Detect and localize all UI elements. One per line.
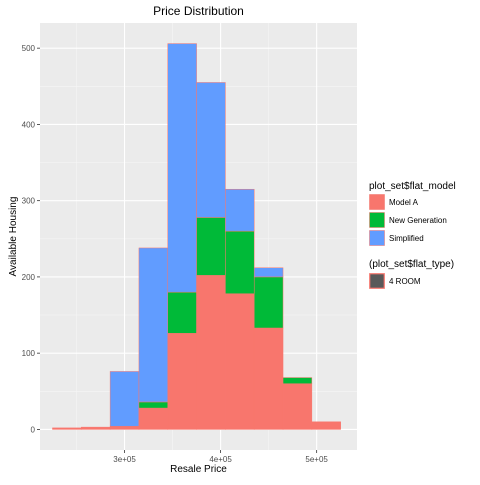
bar-segment-model-a (225, 293, 255, 430)
bar-segment-simplified (138, 247, 169, 403)
bar-segment-model-a (167, 333, 197, 430)
x-tick-label: 3e+05 (113, 455, 136, 464)
y-axis-title: Available Housing (8, 197, 19, 277)
y-tick-label: 400 (22, 120, 36, 129)
legend-fill-title: plot_set$flat_model (369, 181, 456, 192)
bar-segment-new-generation (138, 401, 169, 409)
bar-segment-model-a (81, 426, 111, 430)
x-tick-label: 4e+05 (209, 455, 232, 464)
y-tick-label: 0 (31, 425, 36, 434)
legend-label: Model A (389, 198, 419, 207)
legend-label: Simplified (389, 234, 424, 243)
y-tick-label: 200 (22, 273, 36, 282)
bar-segment-simplified (109, 371, 140, 427)
x-axis-title: Resale Price (170, 464, 227, 475)
bar-segment-model-a (52, 427, 82, 430)
bar-segment-new-generation (282, 377, 313, 384)
legend-label: 4 ROOM (389, 277, 421, 286)
legend-swatch (369, 194, 385, 210)
legend-label: New Generation (389, 216, 447, 225)
bar-segment-model-a (196, 275, 226, 430)
bar-segment-new-generation (225, 230, 255, 294)
x-tick-label: 5e+05 (305, 455, 328, 464)
legend-colour-title: (plot_set$flat_type) (369, 259, 454, 270)
bar-segment-simplified (225, 188, 255, 232)
y-tick-label: 300 (22, 197, 36, 206)
bar-segment-model-a (282, 383, 313, 430)
bar-segment-new-generation (253, 276, 284, 329)
bar-segment-simplified (253, 267, 284, 278)
chart-title: Price Distribution (153, 4, 244, 18)
legend-swatch (369, 230, 385, 246)
bar-segment-model-a (311, 421, 341, 430)
bar-segment-new-generation (167, 291, 197, 334)
legend-swatch (369, 212, 385, 228)
bar-segment-model-a (109, 426, 140, 430)
bar-segment-simplified (167, 43, 197, 293)
bar-segment-simplified (196, 82, 226, 218)
y-tick-label: 500 (22, 44, 36, 53)
legend-swatch (369, 273, 385, 289)
bar-segment-new-generation (196, 217, 226, 276)
y-tick-label: 100 (22, 349, 36, 358)
bar-segment-model-a (253, 327, 284, 430)
bar-segment-model-a (138, 407, 169, 430)
